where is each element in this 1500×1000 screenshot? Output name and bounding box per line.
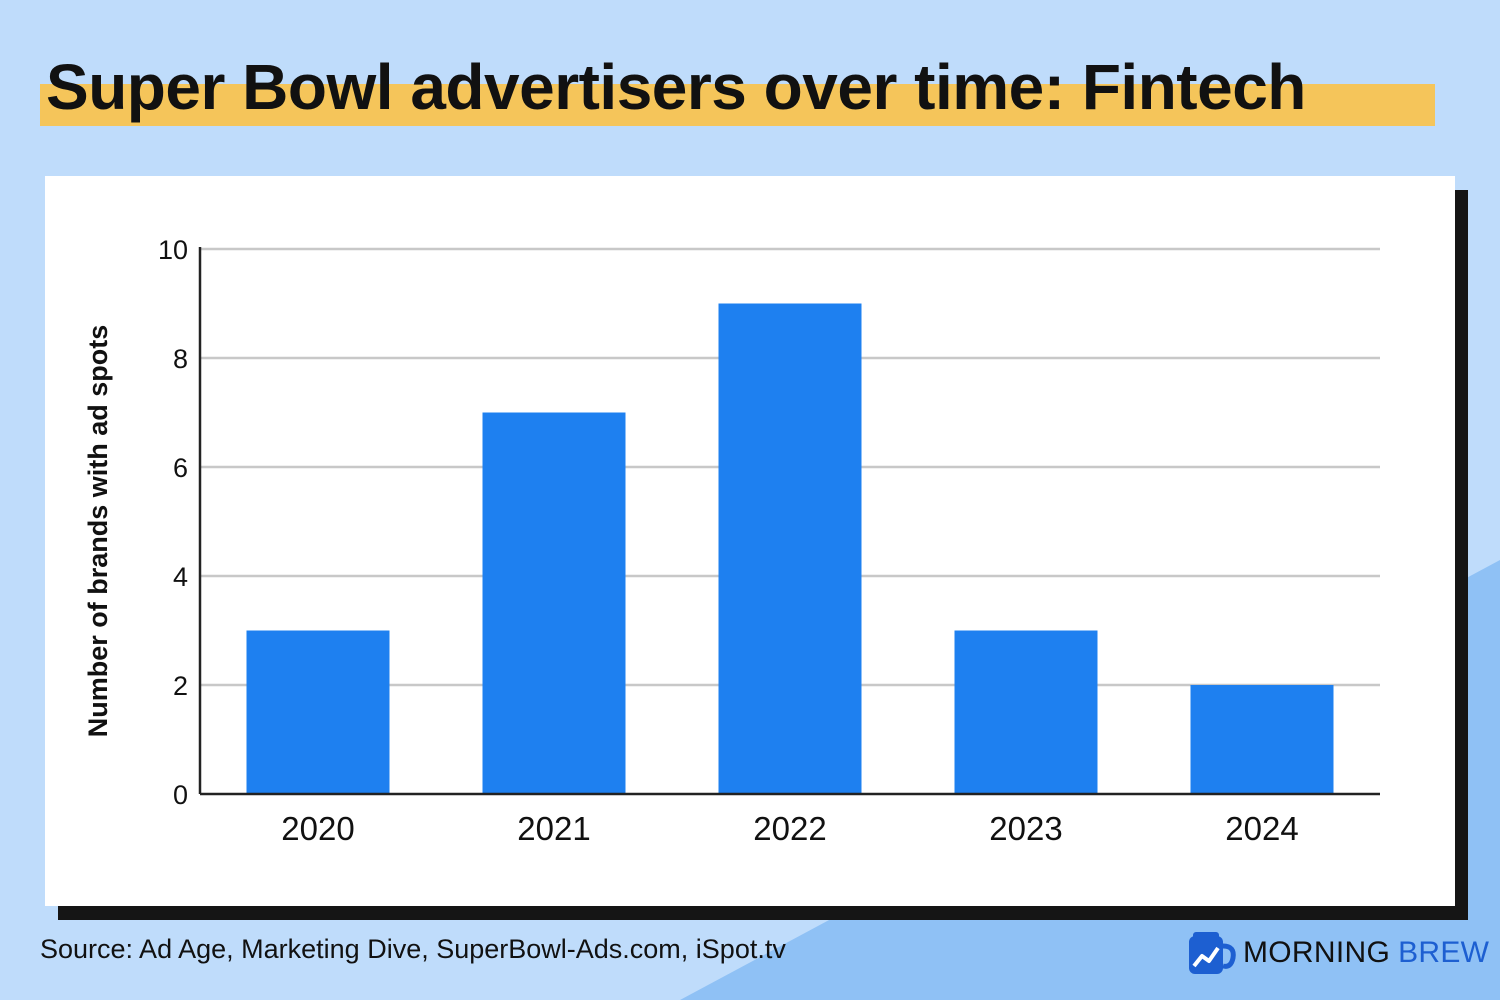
x-tick-label: 2020 — [281, 810, 354, 847]
coffee-mug-chart-icon — [1189, 932, 1236, 974]
bar-2024 — [1190, 685, 1334, 794]
title-block: Super Bowl advertisers over time: Fintec… — [40, 48, 1435, 128]
morning-brew-logo: MORNING BREW — [1185, 926, 1489, 982]
logo-word-brew: BREW — [1398, 936, 1490, 969]
x-tick-label: 2024 — [1225, 810, 1298, 847]
y-tick-label: 8 — [173, 344, 188, 374]
y-tick-label: 4 — [173, 562, 188, 592]
source-note: Source: Ad Age, Marketing Dive, SuperBow… — [40, 934, 786, 964]
title-highlight — [40, 84, 1435, 126]
tick-labels: 0 2 4 6 8 10 2020 2021 2022 2023 2024 Number of bra… — [83, 235, 1299, 847]
x-tick-label: 2022 — [753, 810, 826, 847]
y-tick-label: 10 — [158, 235, 188, 265]
axes — [198, 247, 1380, 796]
logo-wordmark: MORNING BREW — [1243, 936, 1489, 970]
y-tick-label: 6 — [173, 453, 188, 483]
x-tick-label: 2023 — [989, 810, 1062, 847]
bars — [246, 303, 1334, 794]
y-axis-label: Number of brands with ad spots — [83, 325, 113, 738]
bar-2023 — [954, 630, 1098, 794]
bar-2022 — [718, 303, 862, 794]
y-tick-label: 0 — [173, 780, 188, 810]
x-tick-label: 2021 — [517, 810, 590, 847]
y-tick-label: 2 — [173, 671, 188, 701]
bar-2021 — [482, 412, 626, 794]
logo-word-morning: MORNING — [1243, 936, 1391, 969]
bar-2020 — [246, 630, 390, 794]
bar-chart: 0 2 4 6 8 10 2020 2021 2022 2023 2024 Number of bra… — [83, 235, 1380, 847]
page-title: Super Bowl advertisers over time: Fintec… — [46, 51, 1306, 123]
